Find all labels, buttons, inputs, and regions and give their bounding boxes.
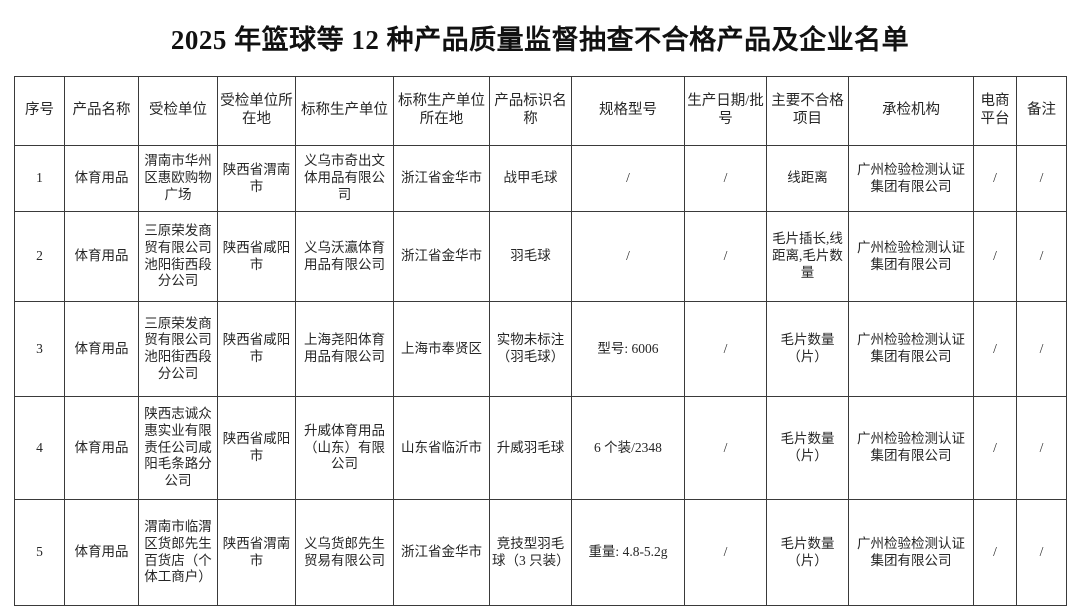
cell-inspected-location: 陕西省渭南市 bbox=[217, 499, 296, 606]
cell-label-name: 升威羽毛球 bbox=[489, 396, 572, 500]
cell-product: 体育用品 bbox=[64, 145, 139, 212]
cell-spec: 型号: 6006 bbox=[571, 301, 685, 397]
cell-index: 5 bbox=[14, 499, 65, 606]
cell-label-name: 羽毛球 bbox=[489, 211, 572, 302]
cell-product: 体育用品 bbox=[64, 396, 139, 500]
cell-inspected-location: 陕西省咸阳市 bbox=[217, 301, 296, 397]
table-row: 5 体育用品 渭南市临渭区货郎先生百货店（个体工商户） 陕西省渭南市 义乌货郎先… bbox=[14, 499, 1067, 606]
table-header: 序号 产品名称 受检单位 受检单位所在地 标称生产单位 标称生产单位所在地 产品… bbox=[14, 76, 1067, 146]
cell-maker-location: 浙江省金华市 bbox=[393, 211, 490, 302]
cell-date: / bbox=[684, 396, 767, 500]
cell-date: / bbox=[684, 499, 767, 606]
table-body: 1 体育用品 渭南市华州区惠欧购物广场 陕西省渭南市 义乌市奇出文体用品有限公司… bbox=[14, 145, 1067, 606]
table-header-row: 序号 产品名称 受检单位 受检单位所在地 标称生产单位 标称生产单位所在地 产品… bbox=[14, 76, 1067, 146]
cell-remark: / bbox=[1016, 301, 1067, 397]
cell-agency: 广州检验检测认证集团有限公司 bbox=[848, 211, 974, 302]
cell-defect: 毛片数量（片） bbox=[766, 301, 849, 397]
column-header-date: 生产日期/批号 bbox=[684, 76, 767, 146]
unqualified-products-table: 序号 产品名称 受检单位 受检单位所在地 标称生产单位 标称生产单位所在地 产品… bbox=[14, 76, 1067, 606]
column-header-platform: 电商平台 bbox=[973, 76, 1017, 146]
table-row: 2 体育用品 三原荣发商贸有限公司池阳街西段分公司 陕西省咸阳市 义乌沃瀛体育用… bbox=[14, 211, 1067, 302]
cell-index: 2 bbox=[14, 211, 65, 302]
cell-spec: / bbox=[571, 145, 685, 212]
column-header-product: 产品名称 bbox=[64, 76, 139, 146]
cell-defect: 毛片数量（片） bbox=[766, 396, 849, 500]
cell-product: 体育用品 bbox=[64, 211, 139, 302]
column-header-maker-location: 标称生产单位所在地 bbox=[393, 76, 490, 146]
cell-inspected: 陕西志诚众惠实业有限责任公司咸阳毛条路分公司 bbox=[138, 396, 218, 500]
cell-agency: 广州检验检测认证集团有限公司 bbox=[848, 396, 974, 500]
cell-agency: 广州检验检测认证集团有限公司 bbox=[848, 301, 974, 397]
cell-maker: 上海尧阳体育用品有限公司 bbox=[295, 301, 394, 397]
column-header-inspected: 受检单位 bbox=[138, 76, 218, 146]
cell-defect: 毛片数量（片） bbox=[766, 499, 849, 606]
cell-inspected-location: 陕西省咸阳市 bbox=[217, 396, 296, 500]
cell-platform: / bbox=[973, 145, 1017, 212]
column-header-remark: 备注 bbox=[1016, 76, 1067, 146]
cell-index: 4 bbox=[14, 396, 65, 500]
cell-inspected: 渭南市华州区惠欧购物广场 bbox=[138, 145, 218, 212]
cell-agency: 广州检验检测认证集团有限公司 bbox=[848, 499, 974, 606]
cell-maker-location: 上海市奉贤区 bbox=[393, 301, 490, 397]
cell-maker: 升威体育用品（山东）有限公司 bbox=[295, 396, 394, 500]
cell-date: / bbox=[684, 211, 767, 302]
cell-date: / bbox=[684, 145, 767, 212]
column-header-maker: 标称生产单位 bbox=[295, 76, 394, 146]
cell-defect: 线距离 bbox=[766, 145, 849, 212]
table-row: 1 体育用品 渭南市华州区惠欧购物广场 陕西省渭南市 义乌市奇出文体用品有限公司… bbox=[14, 145, 1067, 212]
cell-label-name: 实物未标注（羽毛球） bbox=[489, 301, 572, 397]
cell-remark: / bbox=[1016, 396, 1067, 500]
cell-platform: / bbox=[973, 211, 1017, 302]
cell-inspected-location: 陕西省咸阳市 bbox=[217, 211, 296, 302]
cell-agency: 广州检验检测认证集团有限公司 bbox=[848, 145, 974, 212]
cell-maker: 义乌沃瀛体育用品有限公司 bbox=[295, 211, 394, 302]
table-row: 4 体育用品 陕西志诚众惠实业有限责任公司咸阳毛条路分公司 陕西省咸阳市 升威体… bbox=[14, 396, 1067, 500]
cell-product: 体育用品 bbox=[64, 301, 139, 397]
column-header-index: 序号 bbox=[14, 76, 65, 146]
table-row: 3 体育用品 三原荣发商贸有限公司池阳街西段分公司 陕西省咸阳市 上海尧阳体育用… bbox=[14, 301, 1067, 397]
column-header-agency: 承检机构 bbox=[848, 76, 974, 146]
cell-spec: 6 个装/2348 bbox=[571, 396, 685, 500]
cell-label-name: 战甲毛球 bbox=[489, 145, 572, 212]
cell-label-name: 竞技型羽毛球（3 只装） bbox=[489, 499, 572, 606]
cell-maker-location: 浙江省金华市 bbox=[393, 499, 490, 606]
cell-inspected: 三原荣发商贸有限公司池阳街西段分公司 bbox=[138, 211, 218, 302]
cell-inspected: 渭南市临渭区货郎先生百货店（个体工商户） bbox=[138, 499, 218, 606]
column-header-spec: 规格型号 bbox=[571, 76, 685, 146]
cell-spec: 重量: 4.8-5.2g bbox=[571, 499, 685, 606]
cell-remark: / bbox=[1016, 499, 1067, 606]
cell-maker: 义乌市奇出文体用品有限公司 bbox=[295, 145, 394, 212]
cell-product: 体育用品 bbox=[64, 499, 139, 606]
cell-remark: / bbox=[1016, 211, 1067, 302]
cell-defect: 毛片插长,线距离,毛片数量 bbox=[766, 211, 849, 302]
cell-spec: / bbox=[571, 211, 685, 302]
column-header-inspected-location: 受检单位所在地 bbox=[217, 76, 296, 146]
cell-maker-location: 山东省临沂市 bbox=[393, 396, 490, 500]
cell-index: 3 bbox=[14, 301, 65, 397]
cell-inspected: 三原荣发商贸有限公司池阳街西段分公司 bbox=[138, 301, 218, 397]
cell-platform: / bbox=[973, 499, 1017, 606]
cell-maker: 义乌货郎先生贸易有限公司 bbox=[295, 499, 394, 606]
cell-remark: / bbox=[1016, 145, 1067, 212]
page-title: 2025 年篮球等 12 种产品质量监督抽查不合格产品及企业名单 bbox=[170, 25, 910, 55]
cell-platform: / bbox=[973, 396, 1017, 500]
column-header-defect: 主要不合格项目 bbox=[766, 76, 849, 146]
cell-platform: / bbox=[973, 301, 1017, 397]
cell-inspected-location: 陕西省渭南市 bbox=[217, 145, 296, 212]
cell-date: / bbox=[684, 301, 767, 397]
cell-maker-location: 浙江省金华市 bbox=[393, 145, 490, 212]
column-header-label-name: 产品标识名称 bbox=[489, 76, 572, 146]
cell-index: 1 bbox=[14, 145, 65, 212]
